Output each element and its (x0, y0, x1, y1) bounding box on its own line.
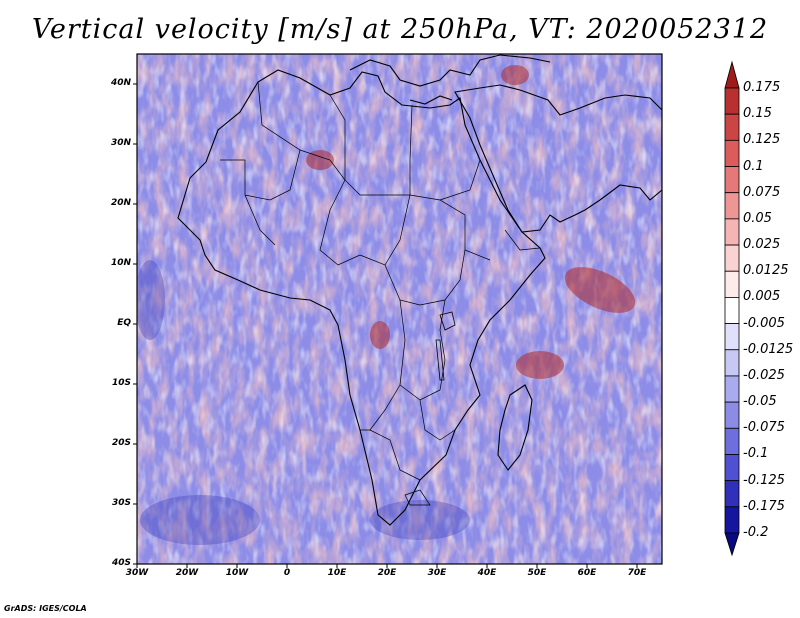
grads-credit: GrADS: IGES/COLA (4, 604, 87, 613)
colorbar-label: -0.075 (743, 420, 785, 436)
lon-tick-label: 70E (627, 568, 647, 578)
colorbar-label: -0.1 (743, 446, 769, 462)
colorbar-bin (724, 349, 740, 377)
colorbar-bin (724, 375, 740, 403)
colorbar-bin (724, 139, 740, 167)
strong-ascent-regions (306, 65, 636, 379)
lon-tick-label: 20W (175, 568, 199, 578)
lat-tick-label: 10S (111, 378, 131, 388)
colorbar-bin (724, 87, 740, 115)
colorbar-top-arrow (724, 60, 740, 89)
colorbar-label: -0.025 (743, 367, 785, 383)
lon-tick-label: 30E (427, 568, 447, 578)
colorbar-label: 0.15 (743, 106, 772, 122)
colorbar-bin (724, 297, 740, 324)
colorbar-bottom-arrow (724, 532, 740, 557)
lakes (435, 311, 456, 381)
map-title: Vertical velocity [m/s] at 250hPa, VT: 2… (31, 14, 769, 45)
colorbar-label: 0.0125 (743, 263, 789, 279)
colorbar-label: 0.005 (743, 289, 781, 305)
lat-tick-label: 40N (110, 78, 131, 88)
colorbar-label: -0.125 (743, 472, 785, 488)
colorbar-bin (724, 454, 740, 482)
colorbar-bin (724, 506, 740, 534)
colorbar (724, 60, 740, 557)
colorbar-bin (724, 166, 740, 194)
lon-tick-label: 30W (125, 568, 149, 578)
lon-tick-label: 10E (327, 568, 347, 578)
lat-tick-label: EQ (117, 318, 131, 328)
lon-tick-label: 10W (225, 568, 249, 578)
lat-tick-label: 20N (110, 198, 131, 208)
colorbar-label: -0.05 (743, 394, 777, 410)
plot-frame (136, 53, 663, 565)
lat-tick-label: 30N (110, 138, 131, 148)
lat-tick-label: 30S (111, 498, 131, 508)
colorbar-label: 0.1 (743, 158, 764, 174)
lon-tick-label: 0 (283, 568, 291, 578)
colorbar-bin (724, 244, 740, 272)
colorbar-label: 0.075 (743, 184, 781, 200)
colorbar-bin (724, 113, 740, 141)
colorbar-label: 0.05 (743, 210, 772, 226)
colorbar-label: 0.125 (743, 132, 781, 148)
axis-ticks (133, 83, 638, 568)
colorbar-bin (724, 192, 740, 220)
colorbar-bin (724, 323, 740, 351)
colorbar-bin (724, 218, 740, 246)
colorbar-bin (724, 270, 740, 298)
lon-tick-label: 20E (377, 568, 397, 578)
colorbar-label: -0.0125 (743, 341, 794, 357)
colorbar-bin (724, 427, 740, 455)
strong-descent-regions (137, 260, 470, 545)
colorbar-label: 0.175 (743, 80, 781, 95)
vertical-velocity-field (137, 54, 662, 564)
colorbar-label: -0.175 (743, 498, 785, 514)
lon-tick-label: 50E (527, 568, 547, 578)
colorbar-label: -0.2 (743, 525, 769, 540)
country-borders (220, 81, 541, 506)
colorbar-label: 0.025 (743, 237, 781, 253)
lat-tick-label: 40S (111, 558, 131, 568)
lon-tick-label: 60E (577, 568, 597, 578)
lat-tick-label: 20S (111, 438, 131, 448)
colorbar-bin (724, 401, 740, 429)
coastlines (177, 54, 662, 526)
lat-tick-label: 10N (110, 258, 131, 268)
colorbar-label: -0.005 (743, 315, 785, 331)
lon-tick-label: 40E (477, 568, 497, 578)
colorbar-bin (724, 480, 740, 508)
